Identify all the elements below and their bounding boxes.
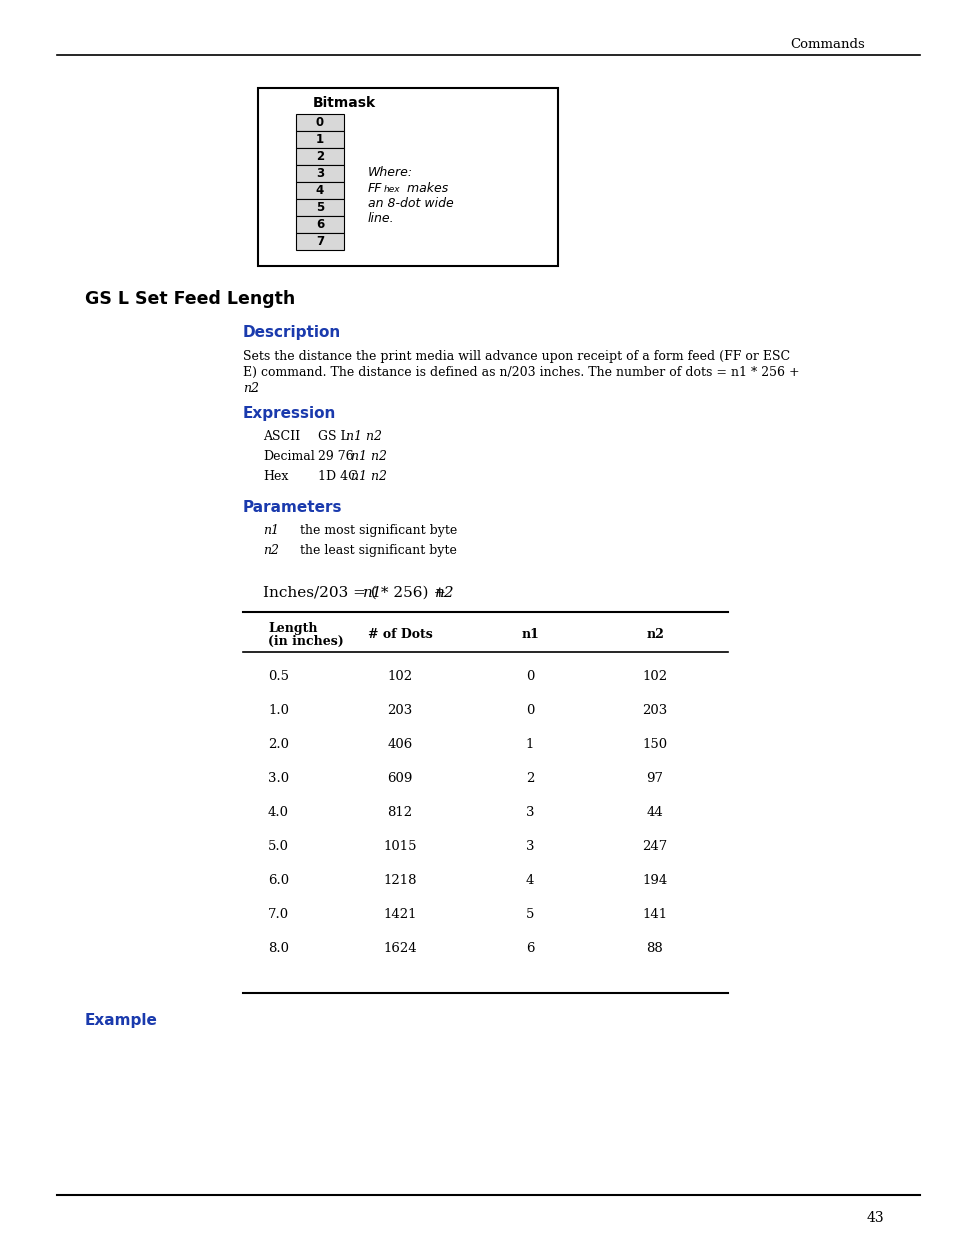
Text: hex: hex — [384, 185, 400, 194]
Text: the most significant byte: the most significant byte — [288, 524, 456, 537]
Text: the least significant byte: the least significant byte — [288, 543, 456, 557]
Text: 203: 203 — [641, 704, 667, 718]
Text: n1 n2: n1 n2 — [346, 430, 381, 443]
Text: Parameters: Parameters — [243, 500, 342, 515]
Text: 2: 2 — [315, 149, 324, 163]
Text: n2: n2 — [263, 543, 278, 557]
Text: 6: 6 — [525, 942, 534, 956]
Text: E) command. The distance is defined as n/203 inches. The number of dots = n1 * 2: E) command. The distance is defined as n… — [243, 366, 799, 379]
Text: Commands: Commands — [789, 37, 863, 51]
Text: n1 n2: n1 n2 — [351, 450, 387, 463]
Bar — [295, 114, 344, 131]
Text: 0: 0 — [315, 116, 324, 128]
Text: Description: Description — [243, 325, 341, 340]
Text: 1421: 1421 — [383, 909, 416, 921]
Text: 5.0: 5.0 — [268, 841, 289, 853]
Text: Example: Example — [85, 1013, 157, 1028]
Text: 43: 43 — [865, 1212, 882, 1225]
Text: 44: 44 — [646, 806, 662, 820]
Text: 3: 3 — [315, 167, 324, 180]
Text: 6.0: 6.0 — [268, 874, 289, 888]
Text: Inches/203 = (: Inches/203 = ( — [263, 585, 376, 600]
Text: makes: makes — [402, 182, 448, 195]
Text: n1 n2: n1 n2 — [351, 471, 387, 483]
Text: Where:: Where: — [368, 165, 413, 179]
Text: 3.0: 3.0 — [268, 773, 289, 785]
Text: * 256) +: * 256) + — [375, 585, 451, 600]
Text: 609: 609 — [387, 773, 413, 785]
Text: 194: 194 — [641, 874, 667, 888]
Text: 141: 141 — [641, 909, 667, 921]
Bar — [295, 216, 344, 233]
Text: (in inches): (in inches) — [268, 635, 343, 648]
Text: 1: 1 — [525, 739, 534, 752]
Bar — [295, 131, 344, 148]
Text: 203: 203 — [387, 704, 413, 718]
Text: 4: 4 — [315, 184, 324, 198]
Text: n1: n1 — [263, 524, 278, 537]
Text: 8.0: 8.0 — [268, 942, 289, 956]
Text: 5: 5 — [525, 909, 534, 921]
Text: 102: 102 — [387, 671, 412, 683]
Text: 5: 5 — [315, 201, 324, 214]
Text: Bitmask: Bitmask — [313, 96, 375, 110]
Bar — [295, 182, 344, 199]
Text: 1D 4C: 1D 4C — [317, 471, 361, 483]
Bar — [295, 233, 344, 249]
Text: 29 76: 29 76 — [317, 450, 357, 463]
Text: 97: 97 — [646, 773, 662, 785]
Text: 1218: 1218 — [383, 874, 416, 888]
Text: 1015: 1015 — [383, 841, 416, 853]
Text: 4.0: 4.0 — [268, 806, 289, 820]
Text: 1: 1 — [315, 133, 324, 146]
Text: Sets the distance the print media will advance upon receipt of a form feed (FF o: Sets the distance the print media will a… — [243, 350, 789, 363]
Text: 2.0: 2.0 — [268, 739, 289, 752]
Text: line.: line. — [368, 212, 395, 225]
Text: 1.0: 1.0 — [268, 704, 289, 718]
Text: 3: 3 — [525, 806, 534, 820]
Text: Hex: Hex — [263, 471, 288, 483]
Text: Length: Length — [268, 622, 317, 635]
Text: 247: 247 — [641, 841, 667, 853]
Bar — [295, 165, 344, 182]
Text: 102: 102 — [641, 671, 667, 683]
Text: GS L Set Feed Length: GS L Set Feed Length — [85, 290, 294, 308]
Text: n2: n2 — [243, 382, 258, 395]
Text: Decimal: Decimal — [263, 450, 314, 463]
Text: Expression: Expression — [243, 406, 336, 421]
Text: 0.5: 0.5 — [268, 671, 289, 683]
Text: 0: 0 — [525, 704, 534, 718]
Text: # of Dots: # of Dots — [367, 629, 432, 641]
Text: n1: n1 — [520, 629, 538, 641]
Text: 2: 2 — [525, 773, 534, 785]
Text: n2: n2 — [435, 585, 455, 600]
Bar — [295, 199, 344, 216]
Text: an 8-dot wide: an 8-dot wide — [368, 198, 454, 210]
Text: .: . — [254, 382, 258, 395]
Bar — [295, 148, 344, 165]
Text: 88: 88 — [646, 942, 662, 956]
Text: ASCII: ASCII — [263, 430, 300, 443]
Bar — [257, 88, 558, 266]
Text: 406: 406 — [387, 739, 413, 752]
Text: 6: 6 — [315, 219, 324, 231]
Text: FF: FF — [368, 182, 382, 195]
Text: 7: 7 — [315, 235, 324, 248]
Text: 1624: 1624 — [383, 942, 416, 956]
Text: n1: n1 — [363, 585, 382, 600]
Text: 7.0: 7.0 — [268, 909, 289, 921]
Text: n2: n2 — [645, 629, 663, 641]
Text: GS L: GS L — [317, 430, 353, 443]
Text: 812: 812 — [387, 806, 412, 820]
Text: 4: 4 — [525, 874, 534, 888]
Text: 150: 150 — [641, 739, 667, 752]
Text: 3: 3 — [525, 841, 534, 853]
Text: 0: 0 — [525, 671, 534, 683]
